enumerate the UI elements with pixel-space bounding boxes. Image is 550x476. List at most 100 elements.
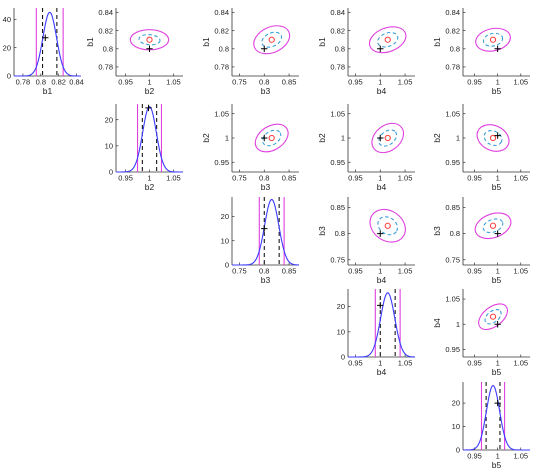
- marginal-b5-ytick-label: 20: [452, 399, 460, 408]
- inner-confidence-ellipse: [377, 31, 399, 48]
- marginal-b2-ytick-label: 10: [105, 141, 113, 150]
- true-value-marker: [261, 134, 268, 142]
- marginal-b4-ytick-label: 0: [341, 353, 345, 362]
- joint-b1-b2-ytick-label: 0.78: [98, 63, 113, 72]
- marginal-b5-xtick-label: 1.05: [513, 452, 528, 461]
- marginal-b1-xtick-label: 0.8: [36, 78, 46, 87]
- joint-panel-b4-b5: 0.95 1 1.05 0.95 1 1.05 b5 b4: [432, 289, 530, 377]
- joint-b2-b4-ytick-label: 0.95: [330, 158, 345, 167]
- joint-b1-b3-ytick-label: 0.8: [219, 44, 229, 53]
- marginal-b2-xtick-label: 1.05: [166, 174, 181, 183]
- inner-confidence-ellipse: [262, 129, 282, 147]
- joint-b3-b4-ytick-label: 0.75: [330, 255, 345, 264]
- joint-b1-b4-ytick-label: 0.8: [335, 44, 345, 53]
- joint-b3-b4-ylabel: b3: [317, 226, 327, 236]
- marginal-b2-xtick-label: 0.95: [118, 174, 133, 183]
- joint-b2-b3-xtick-label: 0.85: [282, 174, 297, 183]
- joint-b3-b5-ytick-label: 0.75: [445, 255, 460, 264]
- joint-b1-b3-xlabel: b3: [261, 86, 271, 96]
- marginal-b5-xtick-label: 1: [496, 452, 500, 461]
- joint-b2-b4-xtick-label: 0.95: [348, 174, 363, 183]
- marginal-b3-ytick-label: 0: [225, 261, 229, 270]
- joint-b2-b4-ytick-label: 1: [341, 134, 345, 143]
- joint-b3-b5-ylabel: b3: [432, 226, 442, 236]
- marginal-panel-b2: 0.95 1 1.05 0 10 20 b2: [105, 104, 183, 192]
- joint-b2-b5-ytick-label: 1: [456, 134, 460, 143]
- pdf-curve: [348, 292, 416, 358]
- joint-b2-b3-ytick-label: 1: [225, 134, 229, 143]
- true-value-marker: [494, 321, 501, 328]
- joint-b1-b5-xtick-label: 1: [496, 78, 500, 87]
- marginal-b3-xtick-label: 0.75: [232, 267, 247, 276]
- inner-confidence-ellipse: [378, 129, 398, 147]
- inner-confidence-ellipse: [261, 31, 283, 48]
- pdf-curve: [463, 384, 530, 451]
- joint-b1-b3-ytick-label: 0.78: [214, 63, 229, 72]
- true-value-marker: [146, 45, 153, 52]
- marginal-b2-ytick-label: 20: [105, 115, 113, 124]
- joint-panel-b3-b4: 0.95 1 1.05 0.75 0.8 0.85 b4 b3: [317, 197, 415, 285]
- joint-b2-b3-ylabel: b2: [201, 133, 211, 143]
- true-value-marker: [494, 230, 501, 237]
- true-value-marker: [494, 399, 501, 407]
- joint-b1-b2-xtick-label: 1: [147, 78, 151, 87]
- true-value-marker: [377, 45, 384, 52]
- joint-b4-b5-xtick-label: 1: [496, 359, 500, 368]
- estimate-center-marker: [489, 36, 497, 43]
- marginal-b4-ytick-label: 20: [337, 302, 345, 311]
- marginal-b1-xtick-label: 0.84: [69, 78, 84, 87]
- marginal-b2-xtick-label: 1: [147, 174, 151, 183]
- joint-b1-b4-ytick-label: 0.78: [330, 63, 345, 72]
- outer-confidence-ellipse: [369, 208, 406, 243]
- joint-b2-b5-ylabel: b2: [432, 133, 442, 143]
- joint-b1-b2-xlabel: b2: [145, 86, 155, 96]
- joint-b1-b2-ytick-label: 0.8: [103, 44, 113, 53]
- joint-panel-b3-b5: 0.95 1 1.05 0.75 0.8 0.85 b5 b3: [432, 197, 530, 285]
- marginal-panel-b5: 0.95 1 1.05 0 10 20 b5: [452, 382, 530, 470]
- marginal-b5-xlabel: b5: [492, 460, 502, 470]
- joint-b1-b3-xtick-label: 0.8: [259, 78, 269, 87]
- marginal-b1-xtick-label: 0.78: [16, 78, 31, 87]
- pdf-curve: [232, 198, 300, 266]
- pdf-curve: [116, 105, 183, 173]
- joint-b3-b4-xtick-label: 1.05: [398, 267, 413, 276]
- marginal-b2-xlabel: b2: [145, 182, 155, 192]
- marginal-b1-xlabel: b1: [43, 86, 53, 96]
- joint-b2-b4-ylabel: b2: [317, 133, 327, 143]
- marginal-panel-b3: 0.75 0.8 0.85 0 10 20 b3: [221, 197, 300, 285]
- joint-b2-b4-xtick-label: 1: [378, 174, 382, 183]
- joint-b4-b5-ylabel: b4: [432, 318, 442, 328]
- marginal-panel-b4: 0.95 1 1.05 0 10 20 b4: [337, 289, 416, 377]
- marginal-b1-ytick-label: 0: [7, 72, 11, 81]
- true-value-marker: [377, 230, 384, 237]
- joint-b3-b4-xlabel: b4: [377, 275, 387, 285]
- joint-b2-b3-xlabel: b3: [261, 182, 271, 192]
- joint-b1-b4-ytick-label: 0.82: [330, 26, 345, 35]
- joint-b2-b5-ytick-label: 0.95: [445, 158, 460, 167]
- outer-confidence-ellipse: [253, 25, 291, 55]
- joint-b2-b4-xlabel: b4: [377, 182, 387, 192]
- joint-b3-b5-xlabel: b5: [492, 275, 502, 285]
- joint-b4-b5-ytick-label: 0.95: [445, 345, 460, 354]
- joint-b1-b5-ytick-label: 0.78: [445, 63, 460, 72]
- marginal-b3-xtick-label: 0.85: [282, 267, 297, 276]
- joint-b3-b5-xtick-label: 1: [496, 267, 500, 276]
- joint-b2-b3-xtick-label: 0.75: [232, 174, 247, 183]
- joint-b2-b4-xtick-label: 1.05: [398, 174, 413, 183]
- marginal-b4-xtick-label: 1.05: [398, 359, 413, 368]
- joint-b1-b2-ytick-label: 0.84: [98, 8, 113, 17]
- joint-b1-b5-ytick-label: 0.82: [445, 26, 460, 35]
- true-value-marker: [145, 104, 152, 112]
- marginal-b1-ytick-label: 40: [3, 15, 11, 24]
- marginal-b3-xlabel: b3: [261, 275, 271, 285]
- joint-b1-b3-xtick-label: 0.75: [232, 78, 247, 87]
- true-value-marker: [261, 225, 268, 232]
- joint-panel-b1-b2: 0.95 1 1.05 0.78 0.8 0.82 0.84 b2 b1: [85, 8, 183, 96]
- estimate-center-marker: [268, 36, 275, 43]
- outer-confidence-ellipse: [474, 212, 512, 240]
- joint-b2-b5-ytick-label: 1.05: [445, 109, 460, 118]
- estimate-center-marker: [489, 313, 497, 320]
- joint-b4-b5-xlabel: b5: [492, 367, 502, 377]
- marginal-b4-xlabel: b4: [377, 367, 387, 377]
